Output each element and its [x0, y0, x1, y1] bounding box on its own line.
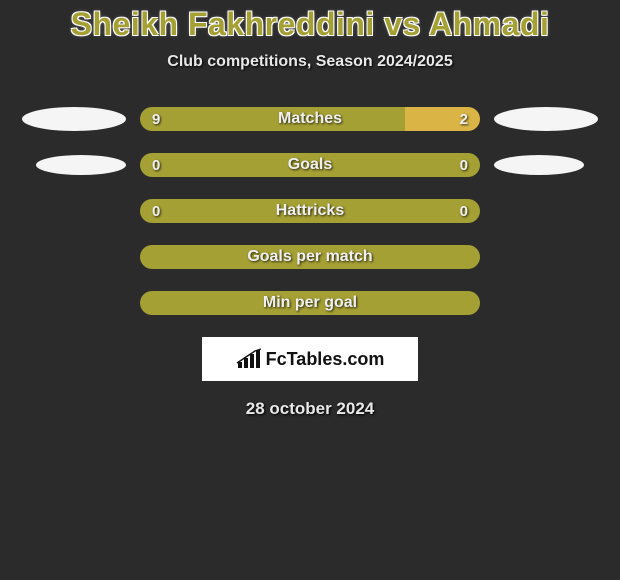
stat-row: 00Hattricks	[0, 199, 620, 223]
date-label: 28 october 2024	[0, 399, 620, 419]
stat-row: 00Goals	[0, 153, 620, 177]
subtitle: Club competitions, Season 2024/2025	[0, 53, 620, 71]
left-marker	[22, 107, 126, 131]
stat-bar: 00Hattricks	[140, 199, 480, 223]
stat-label: Hattricks	[140, 199, 480, 223]
bar-chart-icon	[236, 348, 262, 370]
page-title: Sheikh Fakhreddini vs Ahmadi	[0, 6, 620, 43]
stat-row: Goals per match	[0, 245, 620, 269]
stat-row: Min per goal	[0, 291, 620, 315]
stat-label: Matches	[140, 107, 480, 131]
stat-label: Goals per match	[140, 245, 480, 269]
comparison-infographic: Sheikh Fakhreddini vs Ahmadi Club compet…	[0, 0, 620, 419]
stat-row: 92Matches	[0, 107, 620, 131]
stat-bar: 00Goals	[140, 153, 480, 177]
logo-text: FcTables.com	[266, 349, 385, 370]
logo-box: FcTables.com	[202, 337, 418, 381]
right-marker	[494, 155, 584, 175]
stat-bar: Goals per match	[140, 245, 480, 269]
stat-bar: 92Matches	[140, 107, 480, 131]
right-marker	[494, 107, 598, 131]
stat-label: Goals	[140, 153, 480, 177]
left-marker	[36, 155, 126, 175]
stat-bar: Min per goal	[140, 291, 480, 315]
stat-label: Min per goal	[140, 291, 480, 315]
stat-rows: 92Matches 00Goals 00Hattricks Goals per mat…	[0, 107, 620, 315]
